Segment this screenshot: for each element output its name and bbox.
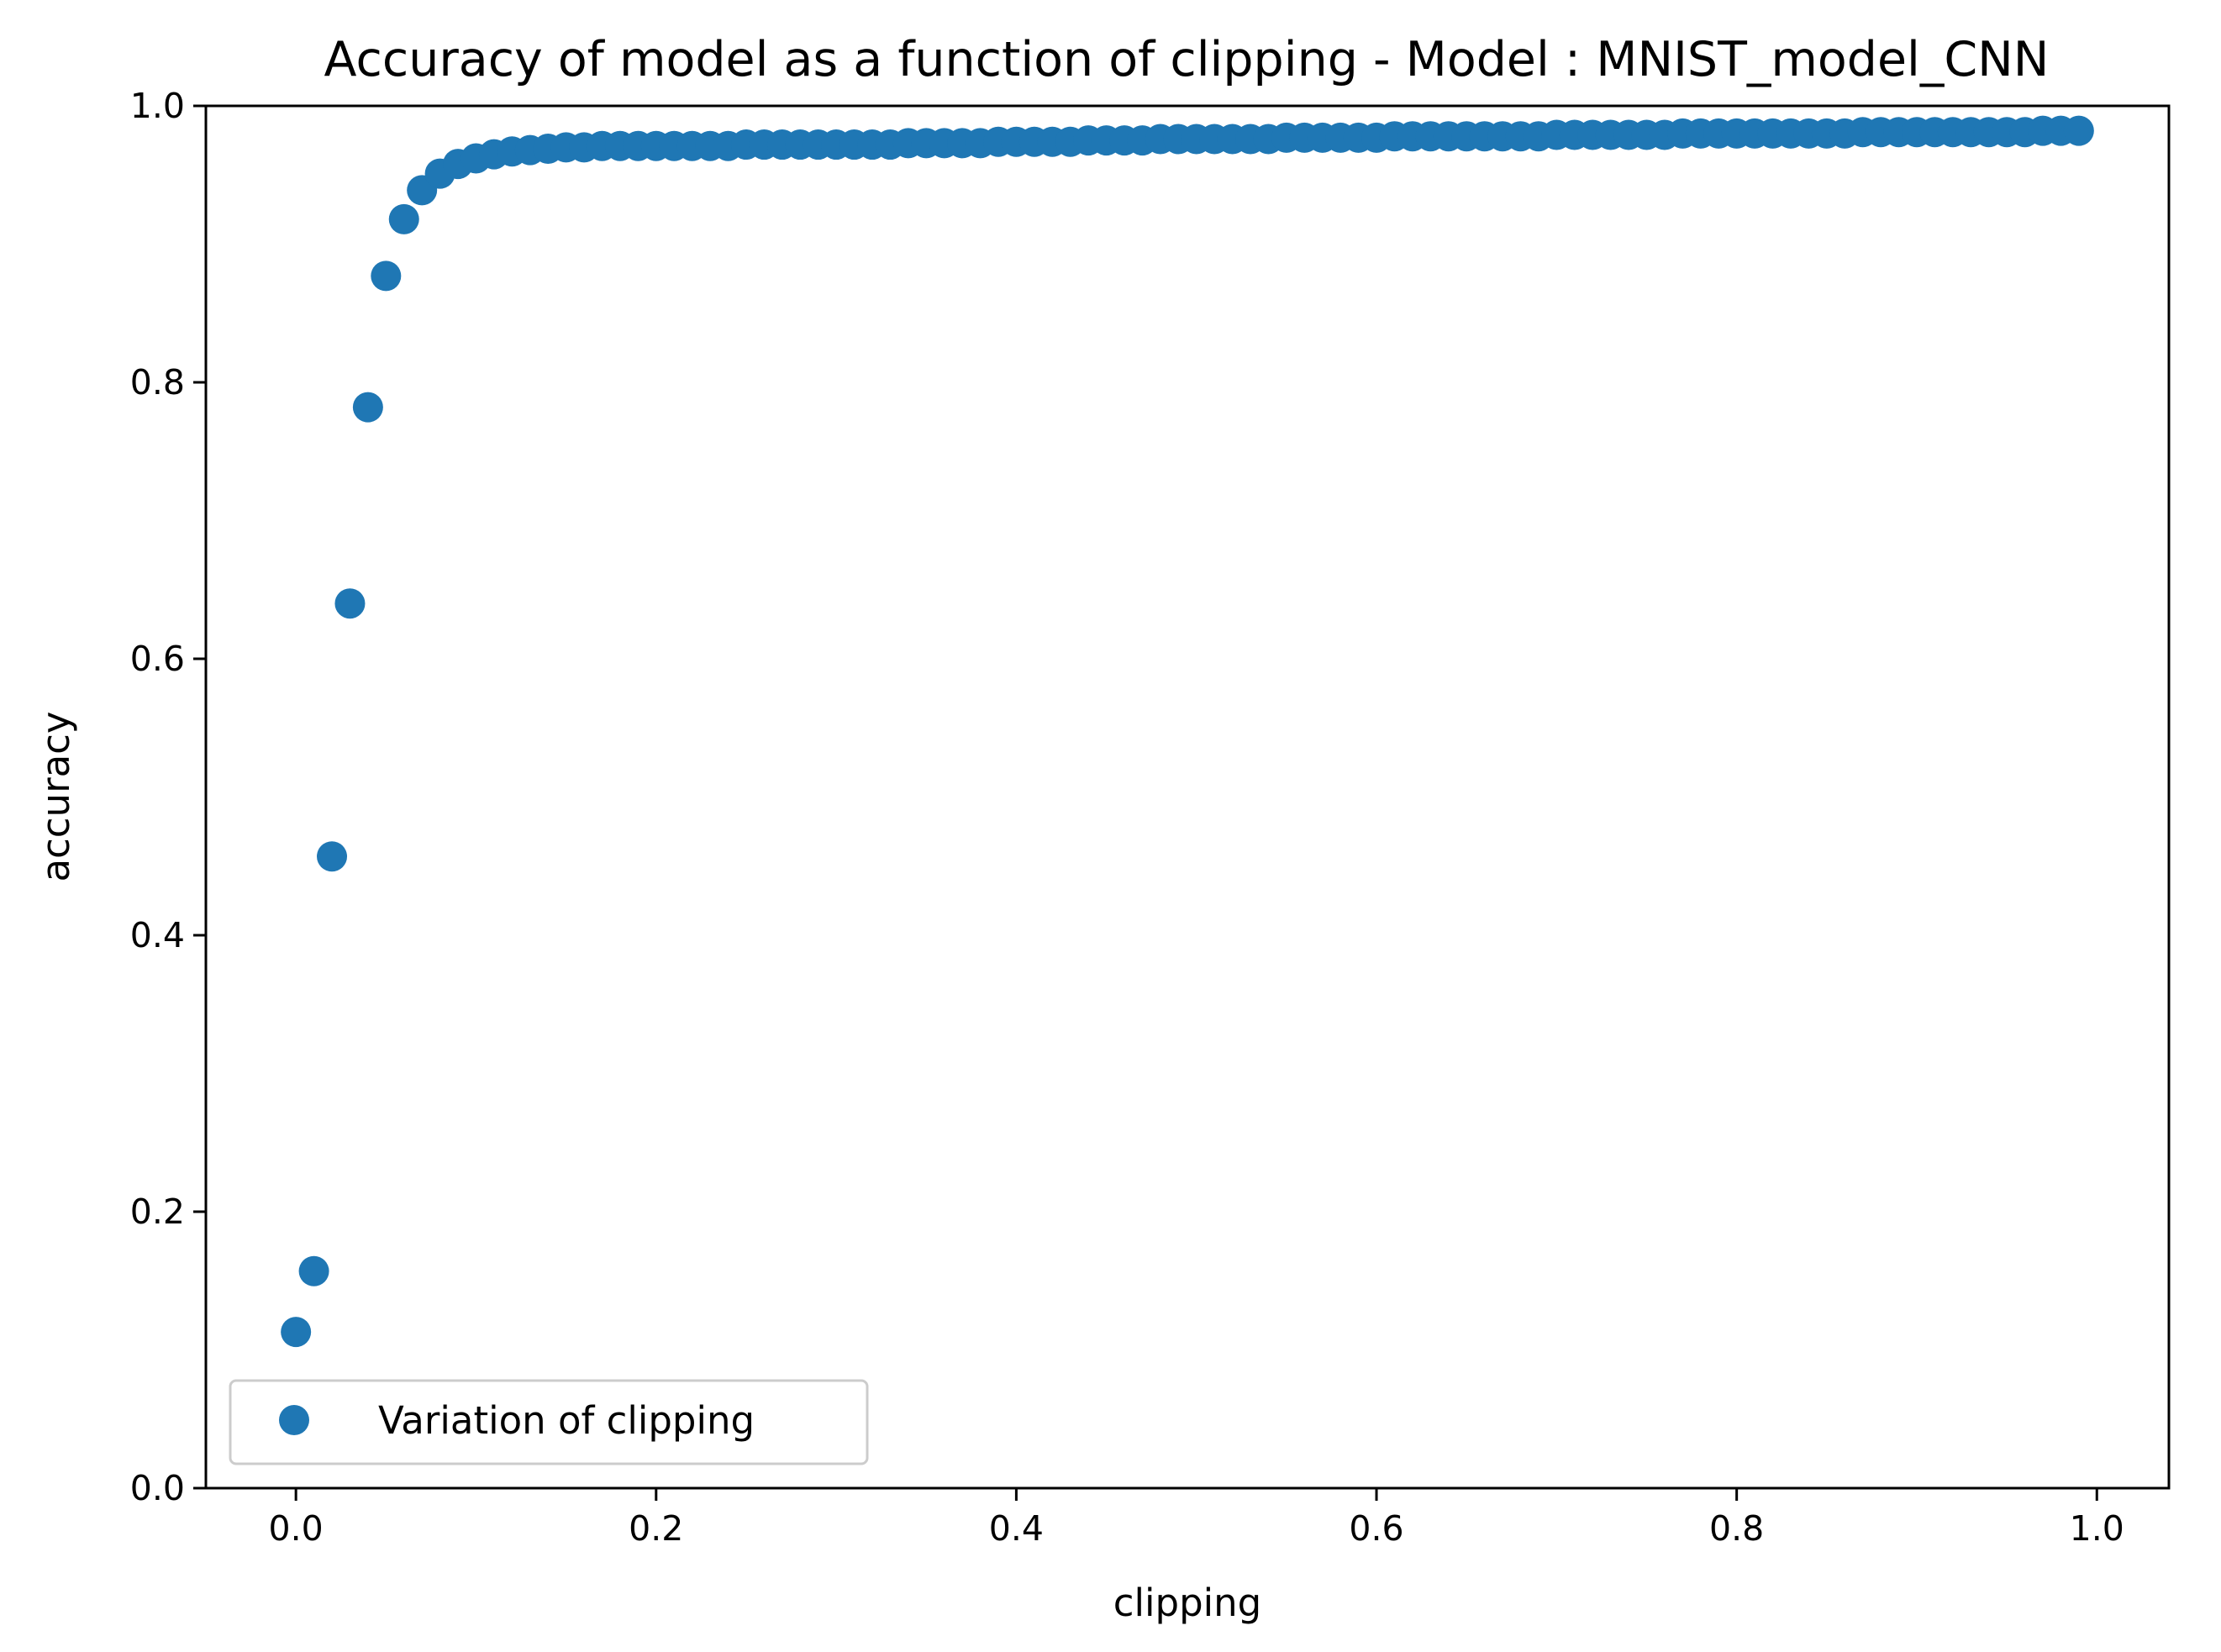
y-tick-label: 0.0 [130,1468,185,1508]
legend-label: Variation of clipping [378,1398,755,1443]
x-tick-label: 0.8 [1709,1508,1764,1549]
data-point [334,588,366,619]
data-points [281,115,2094,1348]
y-tick-label: 0.8 [130,362,185,402]
legend-marker [279,1405,309,1435]
chart-title: Accuracy of model as a function of clipp… [324,32,2050,87]
data-point [281,1317,312,1348]
y-tick-label: 0.6 [130,639,185,679]
plot-area [206,106,2169,1488]
data-point [388,203,419,234]
x-tick-label: 1.0 [2070,1508,2124,1549]
x-tick-label: 0.0 [269,1508,324,1549]
data-point [317,841,348,872]
data-point [352,392,383,423]
plot-frame [204,104,2171,1490]
legend: Variation of clipping [229,1379,869,1465]
x-tick-label: 0.4 [989,1508,1044,1549]
data-point [298,1255,329,1286]
x-tick-label: 0.2 [629,1508,683,1549]
x-axis-ticks: 0.0 0.2 0.4 0.6 0.8 1.0 [269,1488,2124,1549]
x-tick-label: 0.6 [1349,1508,1403,1549]
y-axis-label: accuracy [34,711,78,881]
y-tick-label: 0.2 [130,1192,185,1232]
y-axis-ticks: 0.0 0.2 0.4 0.6 0.8 1.0 [130,86,206,1508]
x-axis-label: clipping [1113,1581,1261,1625]
y-tick-label: 1.0 [130,86,185,126]
data-point [371,260,402,292]
data-point [2063,115,2094,146]
legend-box [229,1379,869,1465]
y-tick-label: 0.4 [130,915,185,955]
